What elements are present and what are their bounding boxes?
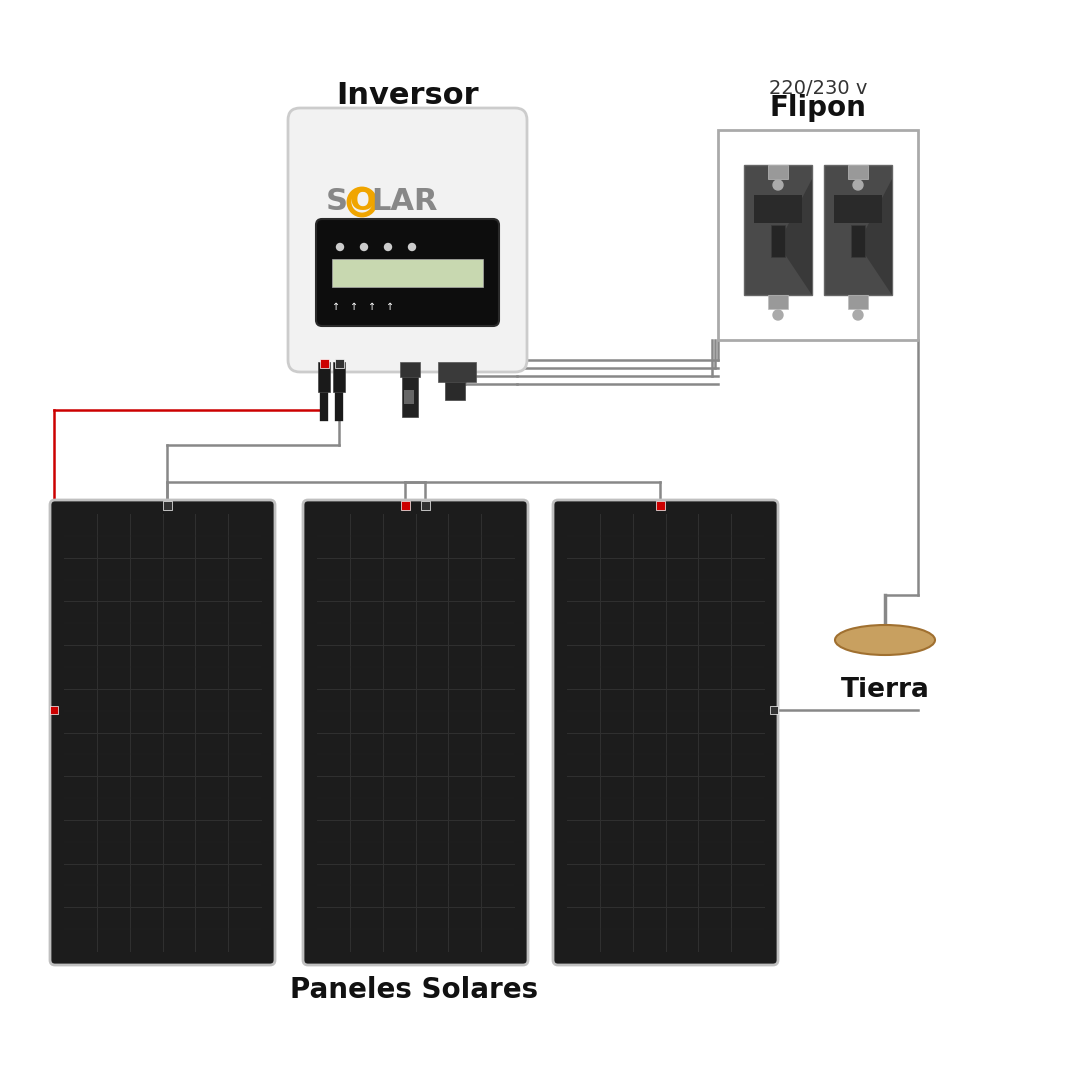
Bar — [656, 500, 664, 510]
FancyBboxPatch shape — [50, 500, 275, 966]
Text: Tierra: Tierra — [840, 677, 930, 703]
Bar — [162, 500, 172, 510]
Text: Paneles Solares: Paneles Solares — [289, 976, 538, 1004]
Bar — [754, 195, 802, 222]
Text: S: S — [326, 188, 348, 216]
Bar — [320, 359, 328, 367]
Bar — [404, 390, 414, 404]
Bar — [335, 359, 343, 367]
Bar — [770, 706, 778, 714]
Circle shape — [337, 243, 343, 251]
Bar — [333, 362, 345, 392]
Circle shape — [853, 180, 863, 190]
Bar — [401, 500, 409, 510]
FancyBboxPatch shape — [316, 219, 499, 326]
Text: O: O — [349, 188, 375, 216]
Text: 220/230 v: 220/230 v — [769, 79, 867, 97]
Bar — [445, 382, 465, 400]
Bar — [771, 225, 785, 257]
Text: ↑: ↑ — [386, 302, 394, 312]
Text: LAR: LAR — [372, 188, 438, 216]
Text: Flipon: Flipon — [770, 94, 866, 122]
FancyBboxPatch shape — [288, 108, 527, 372]
Bar — [420, 500, 430, 510]
Circle shape — [384, 243, 391, 251]
Bar — [768, 165, 788, 179]
Bar — [834, 195, 882, 222]
Bar — [824, 165, 892, 295]
Text: ↑: ↑ — [368, 302, 376, 312]
FancyBboxPatch shape — [303, 500, 528, 966]
Text: Inversor: Inversor — [336, 81, 478, 110]
Circle shape — [361, 243, 367, 251]
Circle shape — [773, 310, 783, 320]
Bar — [332, 259, 483, 287]
Polygon shape — [778, 179, 812, 295]
Bar — [768, 295, 788, 309]
Bar — [848, 165, 868, 179]
Ellipse shape — [835, 625, 935, 654]
Circle shape — [853, 310, 863, 320]
Bar — [400, 362, 420, 377]
Circle shape — [773, 180, 783, 190]
Text: ↑: ↑ — [332, 302, 340, 312]
Bar — [318, 362, 330, 392]
Circle shape — [408, 243, 416, 251]
Polygon shape — [858, 179, 892, 295]
Bar — [851, 225, 865, 257]
Bar — [50, 706, 58, 714]
Bar — [848, 295, 868, 309]
Bar — [438, 362, 476, 382]
Bar — [718, 130, 918, 340]
FancyBboxPatch shape — [553, 500, 778, 966]
Bar — [402, 377, 418, 417]
Bar — [744, 165, 812, 295]
Text: ↑: ↑ — [350, 302, 359, 312]
